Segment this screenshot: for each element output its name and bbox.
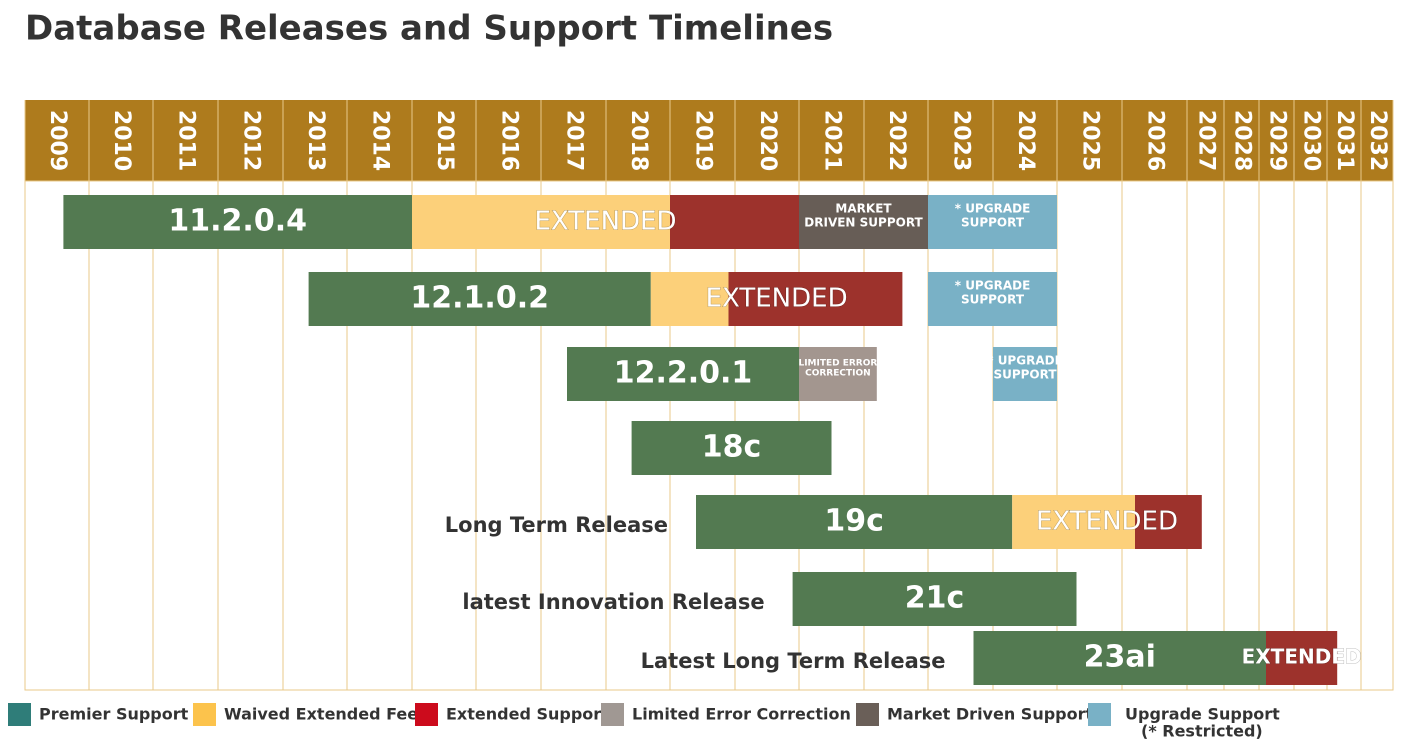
year-label: 2020: [755, 110, 780, 171]
timeline-bar: [1266, 631, 1338, 685]
legend-swatch: [193, 703, 216, 726]
release-name: 11.2.0.4: [168, 204, 307, 239]
extended-label: EXTENDED: [534, 207, 676, 237]
year-label: 2030: [1299, 110, 1324, 171]
year-label: 2010: [109, 110, 134, 171]
year-label: 2025: [1078, 110, 1103, 171]
timeline-bar: [412, 195, 670, 249]
timeline-bar: [670, 195, 799, 249]
release-name: 23ai: [1084, 640, 1156, 675]
timeline-bar: [1135, 495, 1202, 549]
year-label: 2023: [949, 110, 974, 171]
segment-label: SUPPORT: [993, 368, 1057, 382]
year-label: 2031: [1332, 110, 1357, 171]
year-label: 2028: [1230, 110, 1255, 171]
header-band: [25, 100, 1393, 181]
segment-label: SUPPORT: [961, 293, 1025, 307]
year-label: 2012: [239, 110, 264, 171]
timeline-bar: [650, 272, 729, 326]
legend-note: (* Restricted): [1141, 722, 1263, 741]
year-label: 2017: [562, 110, 587, 171]
year-label: 2019: [691, 110, 716, 171]
timeline-bar: [799, 195, 928, 249]
year-label: 2021: [820, 110, 845, 171]
year-label: 2015: [432, 110, 457, 171]
timeline-bar: [799, 347, 877, 401]
release-name: 12.1.0.2: [410, 281, 549, 316]
legend-label: Market Driven Support: [887, 705, 1093, 724]
year-label: 2026: [1143, 110, 1168, 171]
chart-title: Database Releases and Support Timelines: [25, 9, 833, 49]
legend-label: Premier Support: [39, 705, 189, 724]
segment-label: LIMITED ERROR: [798, 359, 877, 369]
legend-label: Extended Support: [446, 705, 609, 724]
year-label: 2032: [1365, 110, 1390, 171]
year-label: 2014: [368, 110, 393, 171]
timeline-bar: [308, 272, 651, 326]
legend-swatch: [601, 703, 624, 726]
legend-swatch: [856, 703, 879, 726]
year-label: 2022: [884, 110, 909, 171]
year-label: 2011: [174, 110, 199, 171]
timeline-bar: [631, 421, 832, 475]
year-label: 2027: [1194, 110, 1219, 171]
legend-label: Upgrade Support: [1125, 705, 1280, 724]
timeline-bar: [1012, 495, 1135, 549]
year-label: 2018: [626, 110, 651, 171]
legend-swatch: [415, 703, 438, 726]
timeline-bar: [993, 347, 1057, 401]
timeline-bar: [973, 631, 1266, 685]
segment-label: CORRECTION: [805, 369, 871, 379]
segment-label: DRIVEN SUPPORT: [804, 216, 923, 230]
segment-label: * UPGRADE: [955, 279, 1031, 293]
timeline-bar: [928, 272, 1057, 326]
release-name: 21c: [905, 581, 965, 616]
timeline-bar: [696, 495, 1013, 549]
row-label: latest Innovation Release: [462, 590, 764, 614]
release-name: 12.2.0.1: [614, 356, 753, 391]
release-name: 18c: [702, 430, 762, 465]
legend-swatch: [8, 703, 31, 726]
segment-label: MARKET: [835, 202, 892, 216]
timeline-bar: [792, 572, 1077, 626]
legend-label: Limited Error Correction: [632, 705, 851, 724]
extended-label: EXTENDED: [706, 284, 848, 314]
segment-label: * UPGRADE: [955, 202, 1031, 216]
release-name: 19c: [824, 504, 884, 539]
year-label: 2016: [497, 110, 522, 171]
segment-label: EXTENDED: [1242, 645, 1362, 669]
row-label: Latest Long Term Release: [641, 649, 946, 673]
timeline-bar: [928, 195, 1057, 249]
extended-label: EXTENDED: [1036, 507, 1178, 537]
legend-label: Waived Extended Fee: [224, 705, 418, 724]
legend-swatch: [1088, 703, 1111, 726]
row-label: Long Term Release: [445, 513, 668, 537]
year-label: 2029: [1265, 110, 1290, 171]
timeline-bar: [567, 347, 799, 401]
timeline-bar: [63, 195, 413, 249]
year-label: 2013: [303, 110, 328, 171]
year-label: 2024: [1013, 110, 1038, 171]
segment-label: * UPGRADE: [987, 354, 1063, 368]
timeline-bar: [728, 272, 903, 326]
year-label: 2009: [45, 110, 70, 171]
segment-label: SUPPORT: [961, 216, 1025, 230]
